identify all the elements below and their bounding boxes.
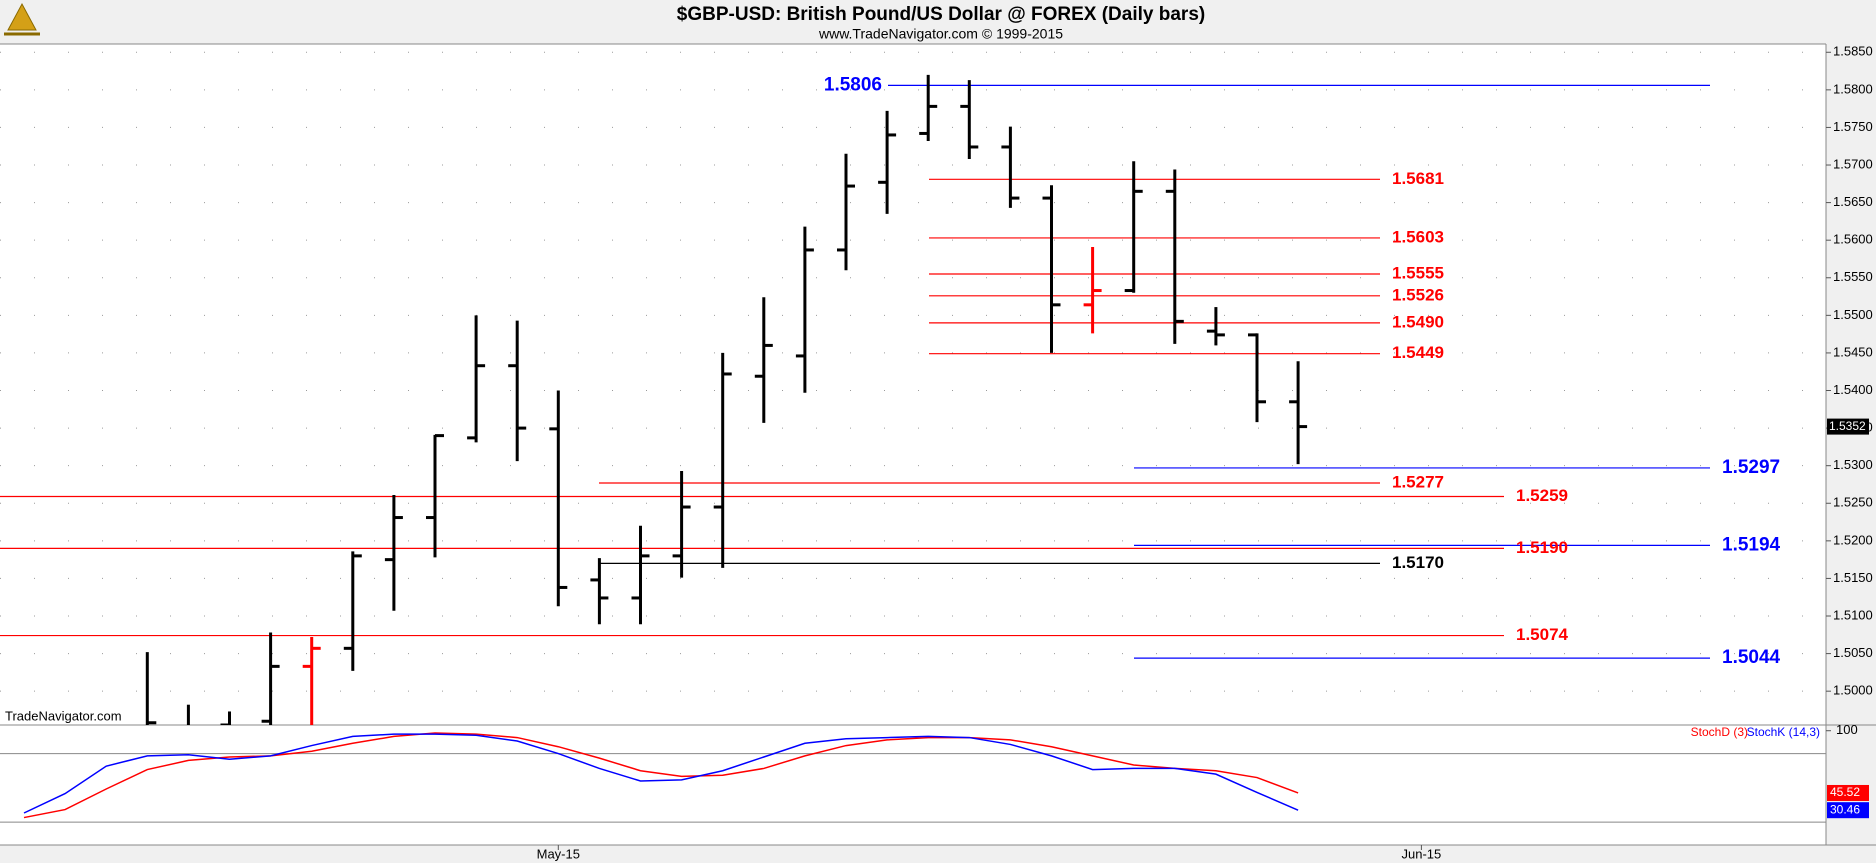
axis-panel xyxy=(1826,44,1876,845)
level-label: 1.5259 xyxy=(1516,486,1568,505)
y-tick-label: 1.5050 xyxy=(1833,645,1873,660)
y-tick-label: 1.5150 xyxy=(1833,570,1873,585)
date-axis-band xyxy=(0,845,1876,863)
y-tick-label: 1.5500 xyxy=(1833,307,1873,322)
x-tick-label: May-15 xyxy=(537,846,580,861)
level-label: 1.5044 xyxy=(1722,647,1781,668)
legend-entry: StochK (14,3) xyxy=(1747,725,1820,739)
y-tick-label: 1.5700 xyxy=(1833,156,1873,171)
stoch-pane xyxy=(0,732,1826,823)
price-pane xyxy=(0,51,1826,725)
level-label: 1.5297 xyxy=(1722,457,1780,478)
chart-title: $GBP-USD: British Pound/US Dollar @ FORE… xyxy=(677,4,1205,25)
level-label: 1.5190 xyxy=(1516,538,1568,557)
level-label: 1.5449 xyxy=(1392,343,1444,362)
level-label: 1.5490 xyxy=(1392,312,1444,331)
y-tick-label: 1.5200 xyxy=(1833,532,1873,547)
level-label: 1.5170 xyxy=(1392,553,1444,572)
y-tick-label: 1.5600 xyxy=(1833,232,1873,247)
y-tick-label: 1.5750 xyxy=(1833,119,1873,134)
value-box xyxy=(1827,802,1869,819)
watermark: TradeNavigator.com xyxy=(5,708,122,723)
level-label: 1.5526 xyxy=(1392,285,1444,304)
y-tick-label: 1.5650 xyxy=(1833,194,1873,209)
legend-entry: StochD (3) xyxy=(1691,725,1748,739)
y-tick-label: 1.5550 xyxy=(1833,269,1873,284)
y-tick-label: 1.5100 xyxy=(1833,607,1873,622)
level-label: 1.5603 xyxy=(1392,227,1444,246)
x-tick-label: Jun-15 xyxy=(1402,846,1442,861)
level-label: 1.5194 xyxy=(1722,534,1781,555)
level-label: 1.5681 xyxy=(1392,169,1444,188)
last-price-label: 1.5352 xyxy=(1829,419,1866,433)
level-label: 1.5806 xyxy=(824,74,882,95)
last-price-box xyxy=(1827,418,1869,435)
value-box xyxy=(1827,784,1869,801)
value-label: 30.46 xyxy=(1830,802,1860,816)
y-tick-label: 100 xyxy=(1836,722,1858,737)
y-tick-label: 1.5450 xyxy=(1833,344,1873,359)
y-tick-label: 1.5300 xyxy=(1833,457,1873,472)
y-tick-label: 1.5800 xyxy=(1833,81,1873,96)
level-label: 1.5074 xyxy=(1516,625,1569,644)
y-tick-label: 1.5400 xyxy=(1833,382,1873,397)
level-label: 1.5277 xyxy=(1392,472,1444,491)
chart-subtitle: www.TradeNavigator.com © 1999-2015 xyxy=(818,26,1063,42)
stoch-line xyxy=(23,733,1299,814)
y-tick-label: 1.5850 xyxy=(1833,44,1873,59)
y-tick-label: 1.5000 xyxy=(1833,683,1873,698)
level-label: 1.5555 xyxy=(1392,263,1444,282)
header-band xyxy=(0,0,1876,44)
value-label: 45.52 xyxy=(1830,785,1860,799)
logo xyxy=(4,2,40,36)
stoch-line xyxy=(23,732,1299,819)
y-tick-label: 1.5250 xyxy=(1833,495,1873,510)
